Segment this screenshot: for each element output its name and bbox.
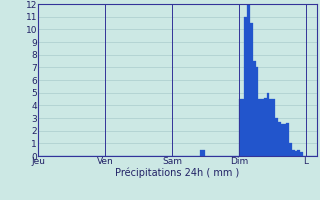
Bar <box>289 143 292 156</box>
Bar <box>261 99 264 156</box>
Bar <box>281 124 284 156</box>
Bar <box>242 99 244 156</box>
Bar <box>269 99 272 156</box>
Bar <box>250 23 253 156</box>
Bar <box>275 118 278 156</box>
Bar <box>267 93 269 156</box>
Bar <box>294 151 297 156</box>
Bar <box>300 152 303 156</box>
Bar <box>284 124 286 156</box>
Bar <box>258 99 261 156</box>
Bar <box>253 61 256 156</box>
Bar <box>239 99 242 156</box>
Bar <box>272 99 275 156</box>
Bar <box>292 150 294 156</box>
Bar <box>297 150 300 156</box>
Bar <box>200 150 203 156</box>
Bar <box>278 122 281 156</box>
Bar <box>256 67 258 156</box>
Bar <box>247 4 250 156</box>
Bar <box>203 150 205 156</box>
Bar <box>244 17 247 156</box>
X-axis label: Précipitations 24h ( mm ): Précipitations 24h ( mm ) <box>116 168 240 178</box>
Bar <box>264 98 267 156</box>
Bar <box>286 123 289 156</box>
